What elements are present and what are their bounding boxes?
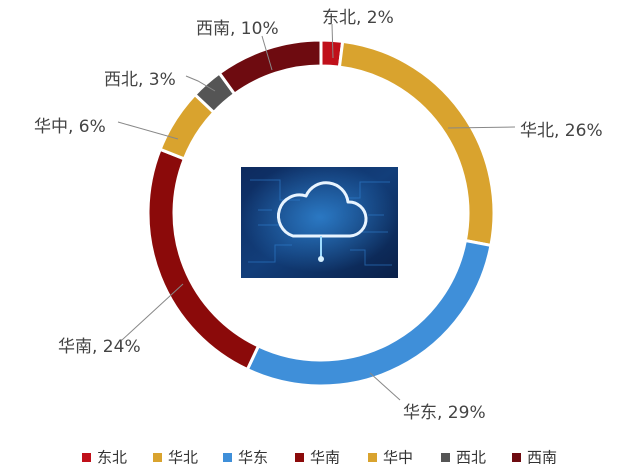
leader-line-4 xyxy=(121,283,184,341)
legend-label-2: 华北 xyxy=(168,449,198,467)
legend-swatch-2 xyxy=(153,453,162,462)
data-labels: 东北, 2% 华北, 26% 华东, 29% 华南, 24% 华中, 6% 西北, 3% 西… xyxy=(34,8,603,423)
data-label-3: 华东, 29% xyxy=(403,403,486,423)
leader-line-3 xyxy=(369,372,401,401)
data-label-5: 华中, 6% xyxy=(34,117,106,137)
cloud-computing-icon xyxy=(241,167,398,278)
legend-swatch-1 xyxy=(82,453,91,462)
legend-swatch-5 xyxy=(368,453,377,462)
leader-line-6 xyxy=(185,75,216,92)
legend-label-4: 华南 xyxy=(310,449,340,467)
data-label-6: 西北, 3% xyxy=(104,70,176,90)
slice-7 xyxy=(217,38,323,97)
data-label-1: 东北, 2% xyxy=(322,8,394,28)
data-label-7: 西南, 10% xyxy=(196,19,279,39)
legend: 东北 华北 华东 华南 华中 西北 西南 xyxy=(82,449,557,467)
legend-label-6: 西北 xyxy=(456,449,486,467)
slices-layer xyxy=(146,38,496,388)
data-label-4: 华南, 24% xyxy=(58,337,141,357)
leader-lines xyxy=(117,23,516,401)
leader-line-5 xyxy=(117,121,179,140)
legend-label-1: 东北 xyxy=(97,449,127,467)
data-label-2: 华北, 26% xyxy=(520,121,603,141)
legend-label-3: 华东 xyxy=(238,449,268,467)
legend-swatch-3 xyxy=(223,453,232,462)
leader-line-2 xyxy=(447,126,516,129)
leader-line-7 xyxy=(261,35,273,71)
legend-swatch-4 xyxy=(295,453,304,462)
leader-line-1 xyxy=(331,23,334,59)
legend-label-7: 西南 xyxy=(527,449,557,467)
legend-swatch-7 xyxy=(512,453,521,462)
legend-swatch-6 xyxy=(441,453,450,462)
legend-label-5: 华中 xyxy=(383,449,413,467)
